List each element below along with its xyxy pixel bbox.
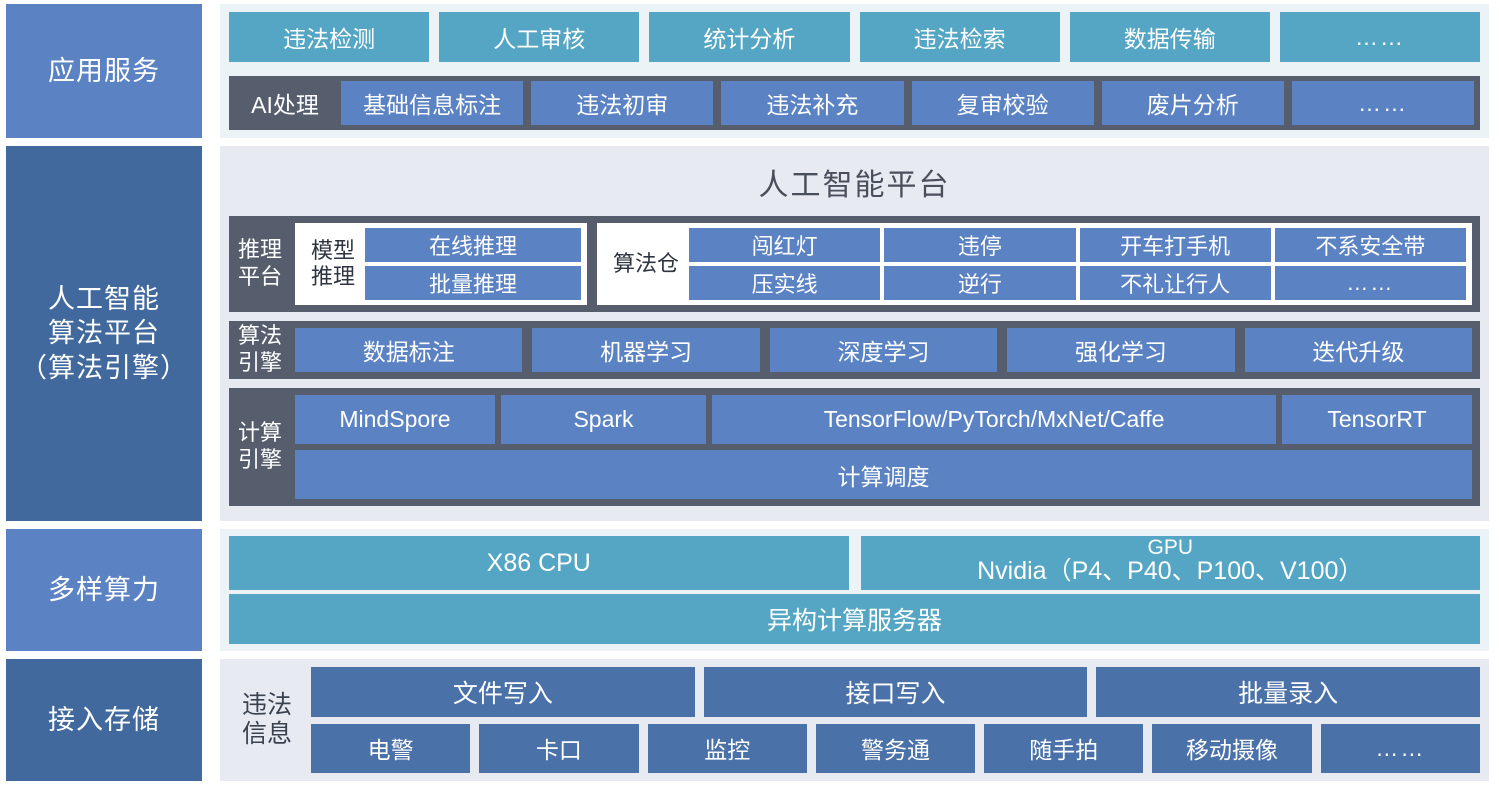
ai-chip-violation-supplement[interactable]: 违法补充: [721, 81, 904, 125]
band-label-access-storage: 接入存储: [6, 659, 202, 781]
model-inference-label-line-2: 推理: [311, 264, 356, 289]
compute-engine-label-line-1: 计算: [237, 420, 282, 446]
hardware-chip-heterogeneous-server[interactable]: 异构计算服务器: [229, 594, 1480, 644]
algo-chip-more[interactable]: ……: [1274, 266, 1466, 300]
ai-chip-more[interactable]: ……: [1291, 81, 1475, 125]
band-computing-power: 多样算力 X86 CPU GPU Nvidia（P4、P40、P100、V100…: [0, 525, 1499, 655]
band-label-line-2: 算法平台: [48, 318, 160, 349]
algoeng-chip-reinforcement-learning[interactable]: 强化学习: [1007, 328, 1235, 372]
gpu-title: GPU: [1147, 535, 1193, 559]
ai-processing-row: AI处理 基础信息标注 违法初审 违法补充 复审校验 废片分析 ……: [229, 76, 1480, 130]
inference-platform-label-line-2: 平台: [237, 264, 282, 289]
framework-chip-mindspore[interactable]: MindSpore: [295, 395, 495, 444]
service-chip-more[interactable]: ……: [1279, 12, 1481, 62]
algo-chip-wrong-way-driving[interactable]: 逆行: [884, 266, 1076, 300]
service-chip-statistical-analysis[interactable]: 统计分析: [649, 12, 850, 62]
ai-platform-title: 人工智能平台: [758, 169, 951, 202]
service-chip-data-transmission[interactable]: 数据传输: [1069, 12, 1270, 62]
compute-engine-label: 计算 引擎: [229, 388, 291, 506]
algoeng-chip-deep-learning[interactable]: 深度学习: [769, 328, 998, 372]
framework-chip-tensorflow-pytorch-mxnet-caffe[interactable]: TensorFlow/PyTorch/MxNet/Caffe: [712, 395, 1276, 444]
band-label-ai-algorithm-platform: 人工智能 算法平台 （算法引擎）: [6, 146, 202, 521]
ai-platform-panel: 人工智能平台 推理 平台 模型 推理: [220, 146, 1489, 521]
ai-chip-waste-image-analysis[interactable]: 废片分析: [1101, 81, 1284, 125]
inference-chip-online[interactable]: 在线推理: [365, 228, 581, 262]
algorithm-engine-strip: 算法 引擎 数据标注 机器学习 深度学习 强化学习 迭代升级: [229, 321, 1480, 379]
inference-platform-label: 推理 平台: [229, 216, 291, 312]
ai-processing-label: AI处理: [251, 92, 319, 118]
algo-chip-not-yielding-pedestrian[interactable]: 不礼让行人: [1079, 266, 1271, 300]
algo-chip-no-seatbelt[interactable]: 不系安全带: [1274, 228, 1466, 262]
band-label-line-1: 人工智能: [48, 283, 160, 314]
compute-engine-strip: 计算 引擎 MindSpore Spark TensorFlow/PyTorch…: [229, 388, 1480, 506]
source-chip-more[interactable]: ……: [1320, 723, 1480, 773]
violation-info-label-line-2: 信息: [241, 720, 292, 748]
computing-power-panel: X86 CPU GPU Nvidia（P4、P40、P100、V100） 异构计…: [220, 529, 1489, 651]
band-label-line-3: （算法引擎）: [20, 352, 188, 383]
algorithm-engine-label: 算法 引擎: [229, 321, 291, 379]
band-access-storage: 接入存储 违法 信息 文件写入 接口写入 批量录入 电警 卡口 监控 警务通: [0, 655, 1499, 785]
algorithm-engine-label-line-1: 算法: [237, 323, 282, 349]
source-chip-surveillance[interactable]: 监控: [647, 723, 807, 773]
model-inference-card: 模型 推理 在线推理 批量推理: [295, 223, 587, 305]
source-chip-police-terminal[interactable]: 警务通: [815, 723, 976, 773]
algo-chip-solid-line-crossing[interactable]: 压实线: [689, 266, 881, 300]
band-ai-algorithm-platform: 人工智能 算法平台 （算法引擎） 人工智能平台 推理 平台: [0, 142, 1499, 525]
inference-chip-batch[interactable]: 批量推理: [365, 266, 581, 300]
source-chip-checkpoint[interactable]: 卡口: [479, 723, 639, 773]
algorithm-repository-card: 算法仓 闯红灯 违停 开车打手机 不系安全带 压实线 逆行 不礼让行人 ……: [597, 223, 1472, 305]
hardware-chip-gpu[interactable]: GPU Nvidia（P4、P40、P100、V100）: [860, 535, 1480, 590]
ai-chip-violation-first-review[interactable]: 违法初审: [531, 81, 714, 125]
model-inference-label-line-1: 模型: [311, 237, 356, 263]
write-method-chip-interface-write[interactable]: 接口写入: [703, 667, 1088, 717]
framework-chip-tensorrt[interactable]: TensorRT: [1282, 395, 1472, 444]
service-chip-violation-search[interactable]: 违法检索: [859, 12, 1060, 62]
model-inference-label: 模型 推理: [301, 228, 365, 300]
inference-platform-strip: 推理 平台 模型 推理 在线推理 批: [229, 216, 1480, 312]
hardware-chip-x86-cpu[interactable]: X86 CPU: [229, 536, 849, 590]
source-chip-snapshot-report[interactable]: 随手拍: [984, 723, 1144, 773]
write-method-chip-file-write[interactable]: 文件写入: [311, 667, 695, 717]
source-chip-mobile-camera[interactable]: 移动摄像: [1152, 723, 1312, 773]
ai-chip-recheck-verification[interactable]: 复审校验: [911, 81, 1094, 125]
application-services-row: 违法检测 人工审核 统计分析 违法检索 数据传输 ……: [229, 12, 1481, 62]
band-label-application-services: 应用服务: [6, 4, 202, 138]
inference-platform-label-line-1: 推理: [237, 237, 282, 263]
algorithm-engine-label-line-2: 引擎: [237, 350, 282, 375]
application-services-panel: 违法检测 人工审核 统计分析 违法检索 数据传输 …… AI处理 基础信息标注 …: [220, 4, 1489, 138]
band-label-computing-power: 多样算力: [6, 529, 202, 651]
write-method-chip-batch-import[interactable]: 批量录入: [1096, 667, 1481, 717]
algoeng-chip-iterative-upgrade[interactable]: 迭代升级: [1244, 328, 1473, 372]
algo-chip-phone-while-driving[interactable]: 开车打手机: [1079, 228, 1271, 262]
ai-chip-basic-info-annotation[interactable]: 基础信息标注: [341, 81, 524, 125]
service-chip-violation-detection[interactable]: 违法检测: [229, 12, 430, 62]
algoeng-chip-data-annotation[interactable]: 数据标注: [295, 328, 523, 372]
source-chip-electronic-police[interactable]: 电警: [311, 723, 471, 773]
band-application-services: 应用服务 违法检测 人工审核 统计分析 违法检索 数据传输 …… AI处理 基础…: [0, 0, 1499, 142]
service-chip-manual-review[interactable]: 人工审核: [439, 12, 640, 62]
algoeng-chip-machine-learning[interactable]: 机器学习: [532, 328, 760, 372]
algo-chip-illegal-parking[interactable]: 违停: [884, 228, 1076, 262]
algo-chip-run-red-light[interactable]: 闯红灯: [689, 228, 881, 262]
access-storage-panel: 违法 信息 文件写入 接口写入 批量录入 电警 卡口 监控 警务通 随手拍 移动…: [220, 659, 1489, 781]
compute-engine-label-line-2: 引擎: [237, 447, 282, 472]
algorithm-repository-label: 算法仓: [613, 250, 680, 276]
framework-chip-spark[interactable]: Spark: [501, 395, 706, 444]
violation-info-label-line-1: 违法: [241, 690, 292, 719]
compute-scheduler-chip[interactable]: 计算调度: [295, 450, 1472, 499]
violation-info-label: 违法 信息: [229, 667, 305, 773]
gpu-detail: Nvidia（P4、P40、P100、V100）: [977, 556, 1364, 585]
